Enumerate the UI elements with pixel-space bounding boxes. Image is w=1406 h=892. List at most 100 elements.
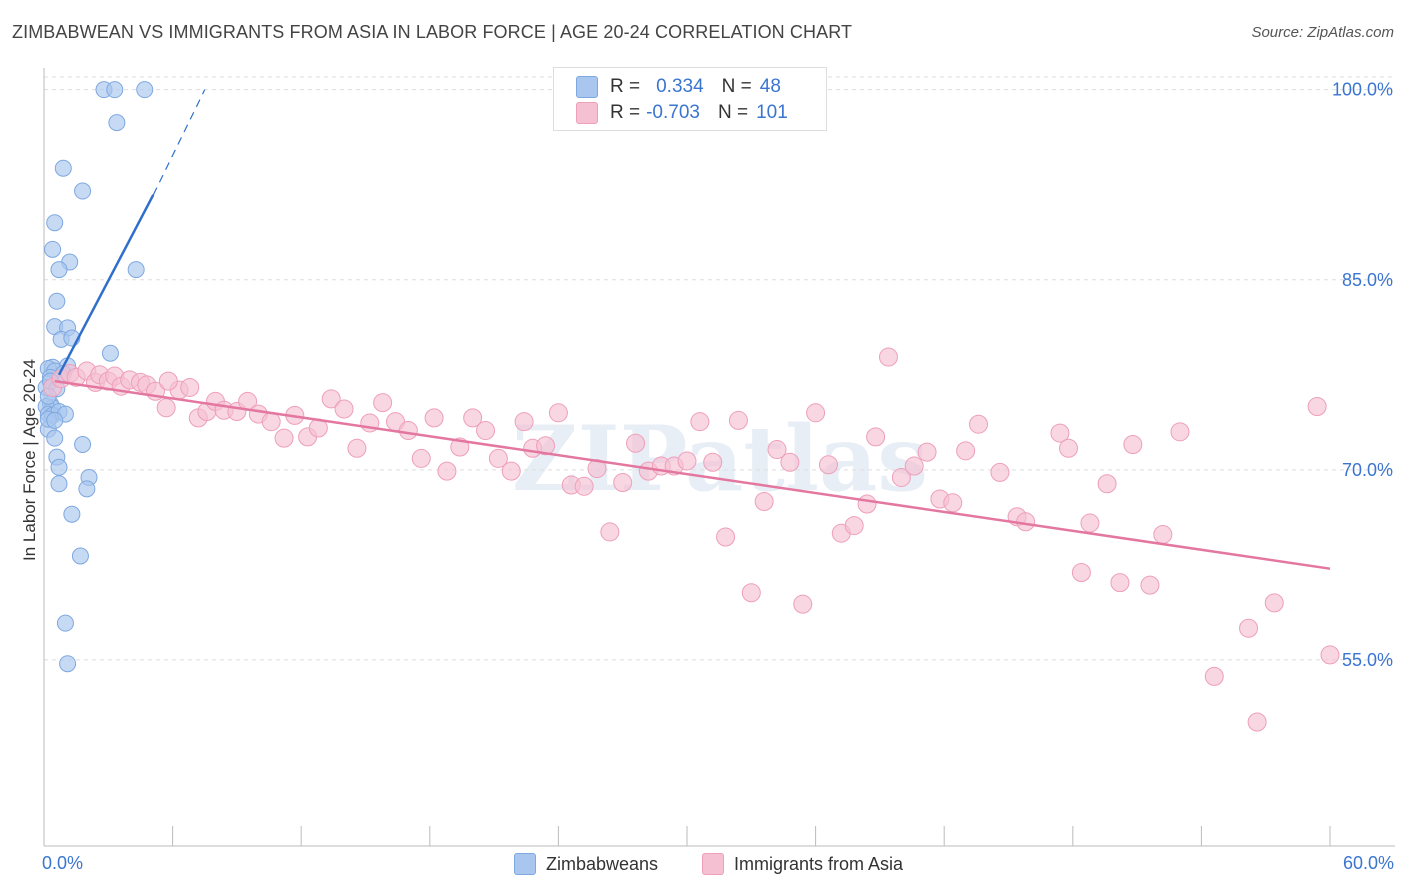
asia-immigrant-point [690,412,710,432]
pink-swatch-icon [702,853,724,875]
zimbabwean-point [78,480,96,498]
asia-immigrant-point [321,389,341,409]
asia-immigrant-point [587,459,607,479]
asia-immigrant-point [1247,712,1267,732]
zimbabwean-point [136,81,154,99]
asia-immigrant-point [180,377,200,397]
zimbabwean-point [44,240,62,258]
asia-immigrant-point [1059,438,1079,458]
legend-label: Zimbabweans [546,853,659,874]
asia-immigrant-point [990,462,1010,482]
asia-immigrant-point [891,467,911,487]
asia-immigrant-point [956,441,976,461]
asia-immigrant-point [1153,524,1173,544]
asia-immigrant-point [1097,474,1117,494]
bottom-legend-immigrants-from-asia: Immigrants from Asia [702,853,903,875]
asia-immigrant-point [398,421,418,441]
asia-immigrant-point [754,492,774,512]
asia-immigrant-point [1123,434,1143,454]
r-value: 0.334 [656,76,704,97]
asia-immigrant-point [677,451,697,471]
zimbabwean-trend-extension [152,89,206,196]
y-tick-label: 100.0% [1332,80,1393,100]
zimbabwean-point [48,292,66,310]
asia-immigrant-point [904,456,924,476]
zimbabwean-point [54,159,72,177]
asia-immigrant-point [793,594,813,614]
asia-immigrant-point [767,440,787,460]
asia-immigrant-point [716,527,736,547]
asia-immigrant-point [1050,423,1070,443]
asia-immigrant-point [600,522,620,542]
zimbabwean-point [59,655,77,673]
zimbabwean-point [50,458,68,476]
asia-immigrant-point [943,493,963,513]
blue-swatch-icon [576,76,598,98]
zimbabwean-point [74,182,92,200]
asia-immigrant-point [261,412,281,432]
n-value: 101 [756,102,788,123]
pink-swatch-icon [576,102,598,124]
zimbabwean-point [74,435,92,453]
zimbabwean-trend-line [57,194,155,376]
zimbabwean-point [50,261,68,279]
asia-immigrant-point [818,455,838,475]
asia-immigrant-point [1239,618,1259,638]
asia-immigrant-point [501,461,521,481]
n-value: 48 [759,76,781,97]
asia-immigrant-point [917,442,937,462]
asia-immigrant-point [411,448,431,468]
asia-immigrant-point [968,414,988,434]
stats-legend: R = 0.334 N = 48 R = -0.703 N = 101 [553,67,827,131]
zimbabwean-point [71,547,89,565]
asia-immigrant-point [878,347,898,367]
asia-immigrant-point [728,410,748,430]
zimbabwean-point [127,261,145,279]
zimbabwean-point [56,614,74,632]
asia-immigrant-point [274,428,294,448]
zimbabwean-point [46,411,64,429]
chart-title: ZIMBABWEAN VS IMMIGRANTS FROM ASIA IN LA… [12,22,853,42]
asia-immigrant-point [437,461,457,481]
zimbabwean-point [50,475,68,493]
asia-immigrant-point [780,452,800,472]
asia-immigrant-point [1140,575,1160,595]
asia-immigrant-point [514,412,534,432]
asia-immigrant-point [158,371,178,391]
zimbabwean-point [46,429,64,447]
asia-immigrant-point [536,436,556,456]
x-axis-max-label: 60.0% [1342,853,1394,873]
asia-immigrant-point [347,438,367,458]
x-axis-min-label: 0.0% [42,853,84,873]
asia-immigrant-point [476,421,496,441]
zimbabwean-point [108,114,126,132]
asia-immigrant-trend-line [54,379,1331,570]
asia-immigrant-point [1110,573,1130,593]
asia-immigrant-point [1307,396,1327,416]
asia-immigrant-point [626,433,646,453]
asia-immigrant-point [1204,666,1224,686]
asia-immigrant-point [334,399,354,419]
r-label: R = [610,102,641,123]
asia-immigrant-point [1071,562,1091,582]
legend-label: Immigrants from Asia [734,853,904,874]
legend-row-immigrants-from-asia: R = -0.703 N = 101 [576,101,788,125]
y-tick-label: 55.0% [1342,650,1393,670]
zimbabwean-point [46,214,64,232]
asia-immigrant-point [463,408,483,428]
asia-immigrant-point [548,403,568,423]
asia-immigrant-point [1170,422,1190,442]
blue-swatch-icon [514,853,536,875]
n-label: N = [721,76,752,97]
asia-immigrant-point [806,403,826,423]
asia-immigrant-point [488,448,508,468]
asia-immigrant-point [1264,593,1284,613]
asia-immigrant-point [741,583,761,603]
zimbabwean-point [106,81,124,99]
asia-immigrant-point [844,516,864,536]
asia-immigrant-point [613,473,633,493]
asia-immigrant-point [574,476,594,496]
n-label: N = [717,102,749,123]
asia-immigrant-point [866,427,886,447]
